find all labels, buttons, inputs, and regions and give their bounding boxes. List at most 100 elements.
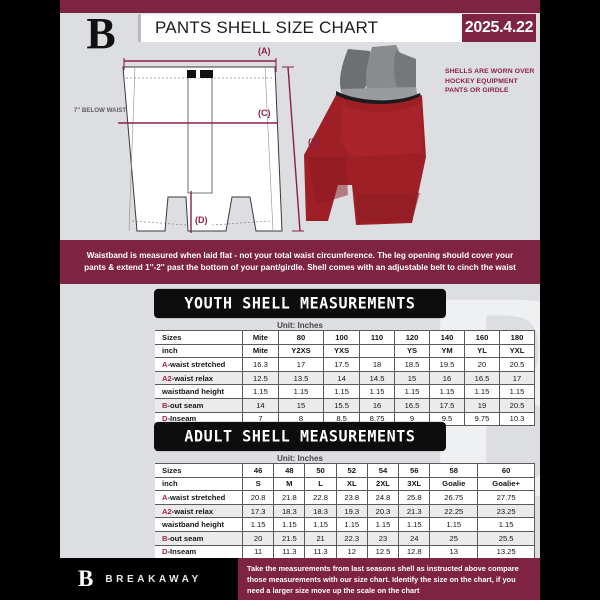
- table-cell: 1.15: [277, 384, 325, 399]
- table-cell: 18.3: [304, 503, 337, 519]
- row-label: D-Inseam: [155, 544, 243, 560]
- table-cell: 140: [429, 330, 465, 345]
- table-cell: 20: [464, 357, 500, 372]
- table-cell: 17.5: [323, 357, 361, 372]
- table-cell: 1.15: [242, 384, 279, 399]
- table-row: A-waist stretched 20.8 21.8 22.8 23.8 24.8 25.…: [155, 490, 535, 505]
- table-cell: 2XL: [366, 476, 400, 492]
- footer-instruction-banner: Take the measurements from last seasons …: [238, 558, 540, 600]
- table-cell: 14: [323, 370, 361, 386]
- table-cell: 12: [335, 544, 368, 560]
- table-cell: 13.25: [477, 544, 535, 560]
- waistband-instruction-text: Waistband is measured when laid flat - n…: [84, 251, 516, 272]
- below-waist-note: 7'' BELOW WAIST: [73, 107, 127, 114]
- table-cell: 120: [394, 330, 431, 345]
- table-cell: 12.5: [366, 544, 400, 560]
- table-row: inch Mite Y2XS YXS YS YM YL YXL: [155, 343, 536, 359]
- row-label-mark: D: [162, 414, 168, 424]
- youth-measurements-table: Sizes Mite 80 100 110 120 140 160 180 inch Mite Y2X…: [155, 330, 536, 427]
- label-d: (D): [195, 215, 208, 225]
- row-label: inch: [155, 476, 243, 492]
- table-cell: 1.15: [241, 517, 275, 532]
- row-label-mark: B: [162, 533, 168, 543]
- row-label: Sizes: [155, 463, 243, 478]
- table-cell: 16: [429, 370, 465, 386]
- table-cell: 14.5: [359, 370, 396, 386]
- table-cell: YL: [464, 343, 500, 359]
- table-cell: Y2XS: [277, 343, 325, 359]
- youth-section-header: YOUTH SHELL MEASUREMENTS Unit: Inches: [60, 288, 540, 330]
- table-cell: 1.15: [273, 517, 306, 532]
- table-cell: 58: [429, 463, 479, 478]
- table-cell: 1.15: [429, 384, 465, 399]
- table-cell: 11.3: [273, 544, 306, 560]
- row-label: A-waist stretched: [155, 490, 243, 505]
- table-cell: 24: [398, 530, 431, 546]
- page-header: B PANTS SHELL SIZE CHART 2025.4.22: [60, 11, 540, 57]
- table-cell: 15.5: [323, 397, 361, 413]
- row-label: inch: [155, 343, 243, 359]
- table-row: inch S M L XL 2XL 3XL Goalie Goalie+: [155, 476, 535, 492]
- table-cell: 1.15: [304, 517, 337, 532]
- table-cell: 1.15: [323, 384, 361, 399]
- table-cell: YS: [394, 343, 431, 359]
- table-cell: 10.3: [498, 411, 536, 427]
- row-label: waistband height: [155, 384, 243, 399]
- table-cell: 17: [498, 370, 536, 386]
- adult-unit-label: Unit: Inches: [277, 454, 323, 463]
- row-label: B-out seam: [155, 397, 243, 413]
- table-cell: 22.3: [335, 530, 368, 546]
- table-cell: 23.8: [335, 490, 368, 505]
- table-cell: 13: [429, 544, 479, 560]
- table-cell: 20.5: [498, 357, 536, 372]
- table-cell: 22.25: [429, 503, 479, 519]
- row-label: A2-waist relax: [155, 503, 243, 519]
- table-cell: 3XL: [398, 476, 431, 492]
- table-cell: YXS: [323, 343, 361, 359]
- table-cell: 1.15: [335, 517, 368, 532]
- footer-brand-name: BREAKAWAY: [105, 573, 202, 585]
- table-cell: 25.8: [398, 490, 431, 505]
- table-cell: 16.3: [242, 357, 279, 372]
- row-label: waistband height: [155, 517, 243, 532]
- table-cell: 1.15: [366, 517, 400, 532]
- table-cell: 18.3: [273, 503, 306, 519]
- table-cell: 52: [335, 463, 368, 478]
- table-row: A-waist stretched 16.3 17 17.5 18 18.5 19.5 20 2…: [155, 357, 536, 372]
- table-cell: 26.75: [429, 490, 479, 505]
- row-label-mark: A: [162, 359, 168, 369]
- table-cell: 24.8: [366, 490, 400, 505]
- youth-unit-label: Unit: Inches: [277, 321, 323, 330]
- shell-usage-note: SHELLS ARE WORN OVER HOCKEY EQUIPMENT PA…: [445, 68, 535, 94]
- table-cell: 15: [277, 397, 325, 413]
- row-label-mark: A: [162, 492, 168, 502]
- table-cell: 12.8: [398, 544, 431, 560]
- adult-heading: ADULT SHELL MEASUREMENTS: [154, 421, 446, 452]
- table-cell: 27.75: [477, 490, 535, 505]
- table-cell: XL: [335, 476, 368, 492]
- date-badge: 2025.4.22: [462, 14, 536, 42]
- footer-instruction-text: Take the measurements from last seasons …: [247, 563, 519, 595]
- table-cell: 21.8: [273, 490, 306, 505]
- table-cell: 16.5: [464, 370, 500, 386]
- pants-technical-drawing: [118, 45, 426, 233]
- table-cell: 11: [241, 544, 275, 560]
- table-cell: 50: [304, 463, 337, 478]
- label-b: (B): [308, 137, 321, 147]
- table-cell: 17.5: [429, 397, 465, 413]
- table-cell: 1.15: [429, 517, 479, 532]
- table-cell: 1.15: [398, 517, 431, 532]
- table-cell: Goalie: [429, 476, 479, 492]
- table-cell: 15: [394, 370, 431, 386]
- table-cell: 160: [464, 330, 500, 345]
- table-cell: 19: [464, 397, 500, 413]
- table-cell: 11.3: [304, 544, 337, 560]
- page-title-bar: PANTS SHELL SIZE CHART: [138, 14, 463, 42]
- measurement-diagram: (A) (B) (C) (D) 7'' BELOW WAIST SHELLS A…: [60, 45, 540, 238]
- table-cell: 1.15: [498, 384, 536, 399]
- table-cell: 110: [359, 330, 396, 345]
- label-c: (C): [258, 108, 271, 118]
- row-label: B-out seam: [155, 530, 243, 546]
- row-label-mark: D: [162, 547, 168, 557]
- table-cell: S: [241, 476, 275, 492]
